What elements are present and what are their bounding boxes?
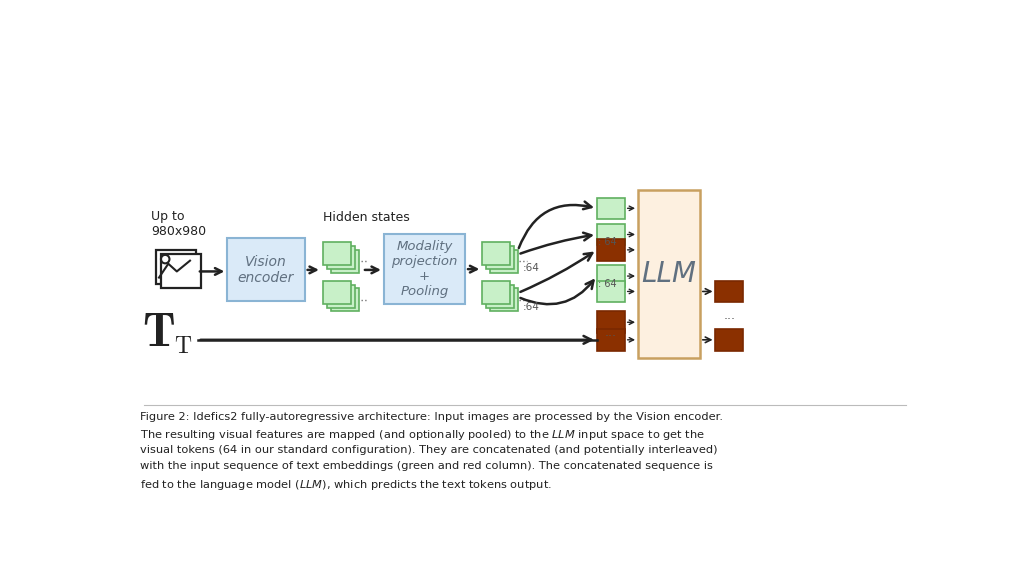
- FancyBboxPatch shape: [638, 190, 700, 358]
- FancyBboxPatch shape: [597, 281, 625, 302]
- Text: $\mathrm{T}$: $\mathrm{T}$: [174, 334, 193, 358]
- FancyBboxPatch shape: [597, 239, 625, 261]
- Text: $\mathbf{T}$: $\mathbf{T}$: [142, 311, 175, 356]
- FancyBboxPatch shape: [597, 224, 625, 245]
- FancyBboxPatch shape: [489, 250, 518, 273]
- Text: visual tokens (64 in our standard configuration). They are concatenated (and pot: visual tokens (64 in our standard config…: [139, 445, 717, 455]
- Text: The resulting visual features are mapped (and optionally pooled) to the $\mathit: The resulting visual features are mapped…: [139, 428, 705, 442]
- FancyBboxPatch shape: [227, 239, 305, 302]
- FancyBboxPatch shape: [331, 289, 359, 311]
- FancyBboxPatch shape: [716, 329, 743, 350]
- FancyBboxPatch shape: [597, 329, 625, 350]
- FancyBboxPatch shape: [331, 250, 359, 273]
- Text: LLM: LLM: [641, 260, 696, 288]
- Text: : 64: : 64: [598, 237, 617, 248]
- Text: ...: ...: [605, 326, 616, 339]
- FancyBboxPatch shape: [482, 281, 510, 304]
- Text: Hidden states: Hidden states: [324, 211, 410, 224]
- FancyBboxPatch shape: [328, 246, 355, 269]
- Text: : 64: : 64: [598, 279, 617, 289]
- FancyBboxPatch shape: [324, 242, 351, 265]
- FancyBboxPatch shape: [489, 289, 518, 311]
- Text: Modality
projection
+
Pooling: Modality projection + Pooling: [391, 240, 458, 298]
- FancyBboxPatch shape: [161, 254, 201, 289]
- Text: Up to
980x980: Up to 980x980: [152, 210, 207, 237]
- FancyBboxPatch shape: [482, 242, 510, 265]
- Text: ...: ...: [723, 309, 735, 322]
- FancyBboxPatch shape: [384, 235, 465, 304]
- FancyBboxPatch shape: [486, 285, 514, 308]
- FancyBboxPatch shape: [597, 265, 625, 287]
- Text: fed to the language model ($\mathit{LLM}$), which predicts the text tokens outpu: fed to the language model ($\mathit{LLM}…: [139, 478, 552, 492]
- Text: Figure 2: Idefics2 fully-autoregressive architecture: Input images are processed: Figure 2: Idefics2 fully-autoregressive …: [139, 412, 723, 421]
- Text: :64: :64: [522, 302, 540, 312]
- FancyBboxPatch shape: [716, 281, 743, 302]
- FancyBboxPatch shape: [597, 198, 625, 219]
- Text: Vision
encoder: Vision encoder: [238, 255, 294, 285]
- FancyBboxPatch shape: [324, 281, 351, 304]
- FancyBboxPatch shape: [597, 311, 625, 333]
- Text: with the input sequence of text embeddings (green and red column). The concatena: with the input sequence of text embeddin…: [139, 461, 713, 471]
- Text: :64: :64: [522, 264, 540, 273]
- FancyBboxPatch shape: [486, 246, 514, 269]
- FancyBboxPatch shape: [328, 285, 355, 308]
- FancyBboxPatch shape: [156, 250, 197, 284]
